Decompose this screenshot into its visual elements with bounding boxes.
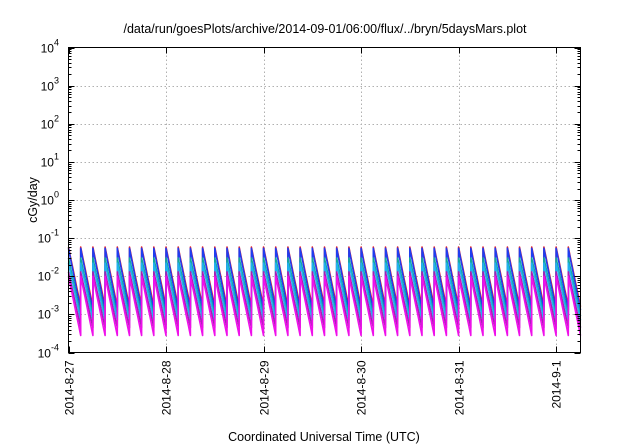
y-tick-label: 10-4 xyxy=(38,343,59,361)
x-tick-label: 2014-9-1 xyxy=(550,360,564,408)
y-tick-label: 10-1 xyxy=(38,228,59,246)
y-tick-label: 10-2 xyxy=(38,266,59,284)
x-tick-labels: 2014-8-27 2014-8-28 2014-8-29 2014-8-30 2014… xyxy=(63,360,564,415)
y-tick-labels: 10-4 10-3 10-2 10-1 100 101 102 103 104 xyxy=(38,38,59,361)
series-line-6 xyxy=(67,275,582,337)
y-tick-label: 101 xyxy=(41,152,59,170)
y-tick-label: 102 xyxy=(41,114,59,132)
y-axis-label: cGy/day xyxy=(26,176,40,223)
x-tick-label: 2014-8-31 xyxy=(453,360,467,415)
chart-title: /data/run/goesPlots/archive/2014-09-01/0… xyxy=(123,22,527,36)
x-tick-label: 2014-8-29 xyxy=(258,360,272,415)
y-tick-label: 104 xyxy=(41,38,59,56)
y-tick-label: 10-3 xyxy=(38,304,59,322)
x-tick-label: 2014-8-27 xyxy=(63,360,77,415)
series-group xyxy=(67,246,582,337)
x-tick-label: 2014-8-28 xyxy=(160,360,174,415)
x-axis-label: Coordinated Universal Time (UTC) xyxy=(228,430,420,444)
x-tick-label: 2014-8-30 xyxy=(355,360,369,415)
y-tick-label: 103 xyxy=(41,76,59,94)
y-tick-label: 100 xyxy=(41,190,59,208)
axis-ticks xyxy=(68,47,581,354)
